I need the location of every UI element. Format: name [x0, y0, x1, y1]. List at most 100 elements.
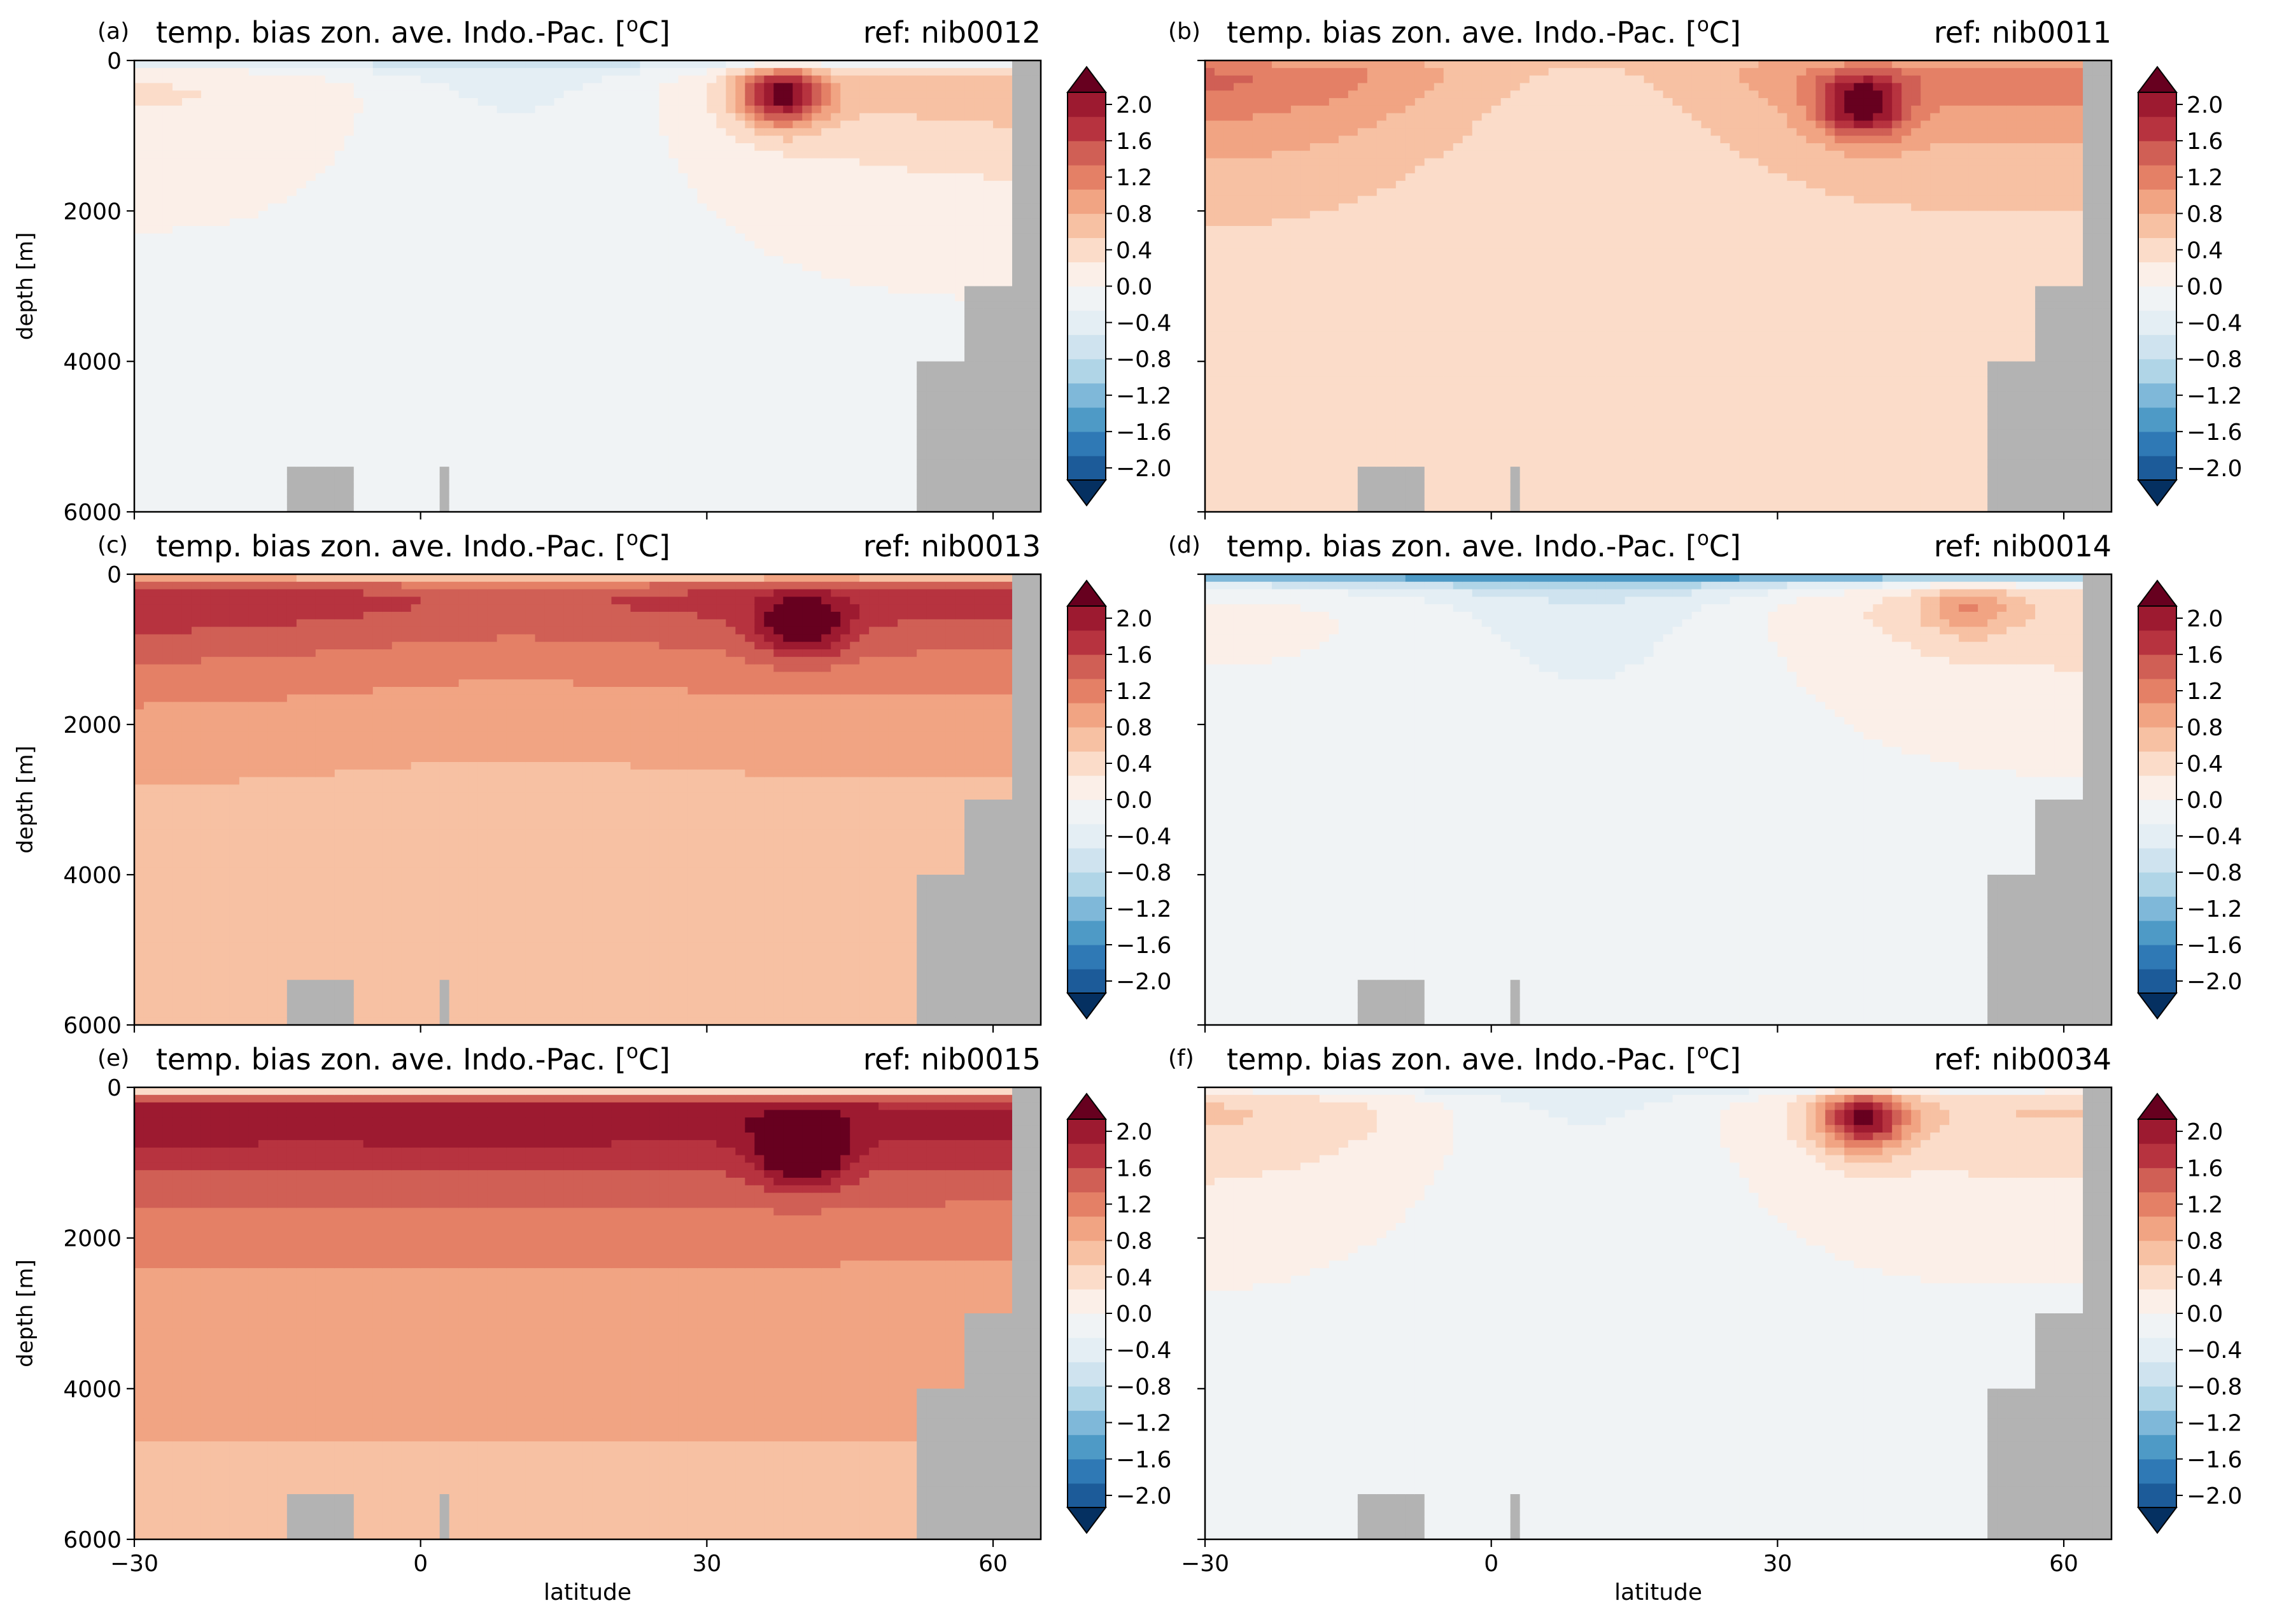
heatmap-cell: [592, 301, 602, 309]
heatmap-cell: [659, 234, 669, 241]
heatmap-cell: [182, 429, 192, 437]
heatmap-cell: [812, 504, 822, 512]
heatmap-cell: [211, 482, 221, 490]
heatmap-cell: [383, 98, 393, 106]
heatmap-cell: [344, 369, 355, 376]
heatmap-cell: [497, 467, 507, 474]
heatmap-cell: [697, 106, 707, 113]
heatmap-cell: [335, 293, 345, 301]
heatmap-cell: [659, 279, 669, 286]
heatmap-cell: [153, 264, 164, 271]
heatmap-cell: [602, 90, 612, 98]
heatmap-cell: [764, 256, 774, 264]
heatmap-cell: [611, 362, 621, 369]
heatmap-cell: [687, 331, 698, 339]
heatmap-cell: [354, 324, 364, 332]
heatmap-cell: [773, 121, 784, 129]
heatmap-cell: [716, 497, 726, 504]
heatmap-cell: [478, 346, 488, 354]
heatmap-cell: [802, 346, 812, 354]
heatmap-cell: [192, 241, 202, 249]
heatmap-cell: [574, 234, 584, 241]
heatmap-cell: [459, 497, 469, 504]
heatmap-cell: [630, 196, 640, 204]
heatmap-cell: [592, 482, 602, 490]
heatmap-cell: [668, 143, 679, 151]
heatmap-cell: [230, 399, 240, 407]
heatmap-cell: [144, 173, 154, 181]
heatmap-cell: [335, 196, 345, 204]
heatmap-cell: [297, 392, 307, 399]
heatmap-cell: [153, 369, 164, 376]
heatmap-cell: [840, 234, 850, 241]
heatmap-cell: [144, 414, 154, 421]
heatmap-cell: [239, 121, 250, 129]
heatmap-cell: [402, 256, 412, 264]
heatmap-cell: [783, 354, 793, 362]
heatmap-cell: [497, 241, 507, 249]
heatmap-cell: [554, 504, 565, 512]
heatmap-cell: [630, 121, 640, 129]
heatmap-cell: [869, 429, 879, 437]
heatmap-cell: [392, 166, 402, 173]
heatmap-cell: [773, 226, 784, 234]
heatmap-cell: [192, 121, 202, 129]
heatmap-cell: [325, 309, 335, 316]
heatmap-cell: [268, 414, 278, 421]
heatmap-cell: [754, 143, 765, 151]
heatmap-cell: [898, 128, 908, 136]
heatmap-cell: [840, 376, 850, 384]
heatmap-cell: [220, 309, 230, 316]
heatmap-cell: [831, 407, 841, 414]
heatmap-cell: [678, 159, 688, 166]
heatmap-cell: [917, 504, 927, 512]
heatmap-cell: [516, 128, 526, 136]
heatmap-cell: [783, 83, 793, 90]
heatmap-cell: [859, 451, 870, 459]
heatmap-cell: [220, 384, 230, 392]
heatmap-cell: [659, 414, 669, 421]
heatmap-cell: [640, 497, 650, 504]
heatmap-cell: [831, 166, 841, 173]
heatmap-cell: [917, 451, 927, 459]
heatmap-cell: [831, 301, 841, 309]
heatmap-cell: [783, 90, 793, 98]
heatmap-cell: [306, 331, 316, 339]
heatmap-cell: [478, 106, 488, 113]
heatmap-cell: [869, 113, 879, 121]
heatmap-cell: [745, 68, 755, 76]
heatmap-cell: [258, 83, 269, 90]
heatmap-cell: [649, 309, 659, 316]
heatmap-cell: [383, 151, 393, 159]
heatmap-cell: [392, 234, 402, 241]
heatmap-cell: [230, 159, 240, 166]
heatmap-cell: [507, 159, 517, 166]
heatmap-cell: [421, 143, 431, 151]
heatmap-cell: [144, 407, 154, 414]
heatmap-cell: [554, 346, 565, 354]
heatmap-cell: [211, 490, 221, 497]
heatmap-cell: [668, 421, 679, 429]
heatmap-cell: [354, 384, 364, 392]
heatmap-cell: [163, 497, 173, 504]
heatmap-cell: [134, 211, 145, 218]
heatmap-cell: [611, 106, 621, 113]
heatmap-cell: [344, 106, 355, 113]
heatmap-cell: [488, 384, 498, 392]
heatmap-cell: [278, 490, 288, 497]
heatmap-cell: [325, 248, 335, 256]
heatmap-cell: [220, 399, 230, 407]
heatmap-cell: [917, 264, 927, 271]
heatmap-cell: [802, 384, 812, 392]
heatmap-cell: [621, 106, 631, 113]
heatmap-cell: [192, 384, 202, 392]
heatmap-cell: [306, 497, 316, 504]
heatmap-cell: [564, 256, 574, 264]
heatmap-cell: [668, 166, 679, 173]
heatmap-cell: [497, 293, 507, 301]
heatmap-cell: [668, 256, 679, 264]
heatmap-cell: [687, 264, 698, 271]
heatmap-cell: [297, 98, 307, 106]
heatmap-cell: [402, 271, 412, 279]
heatmap-cell: [383, 301, 393, 309]
